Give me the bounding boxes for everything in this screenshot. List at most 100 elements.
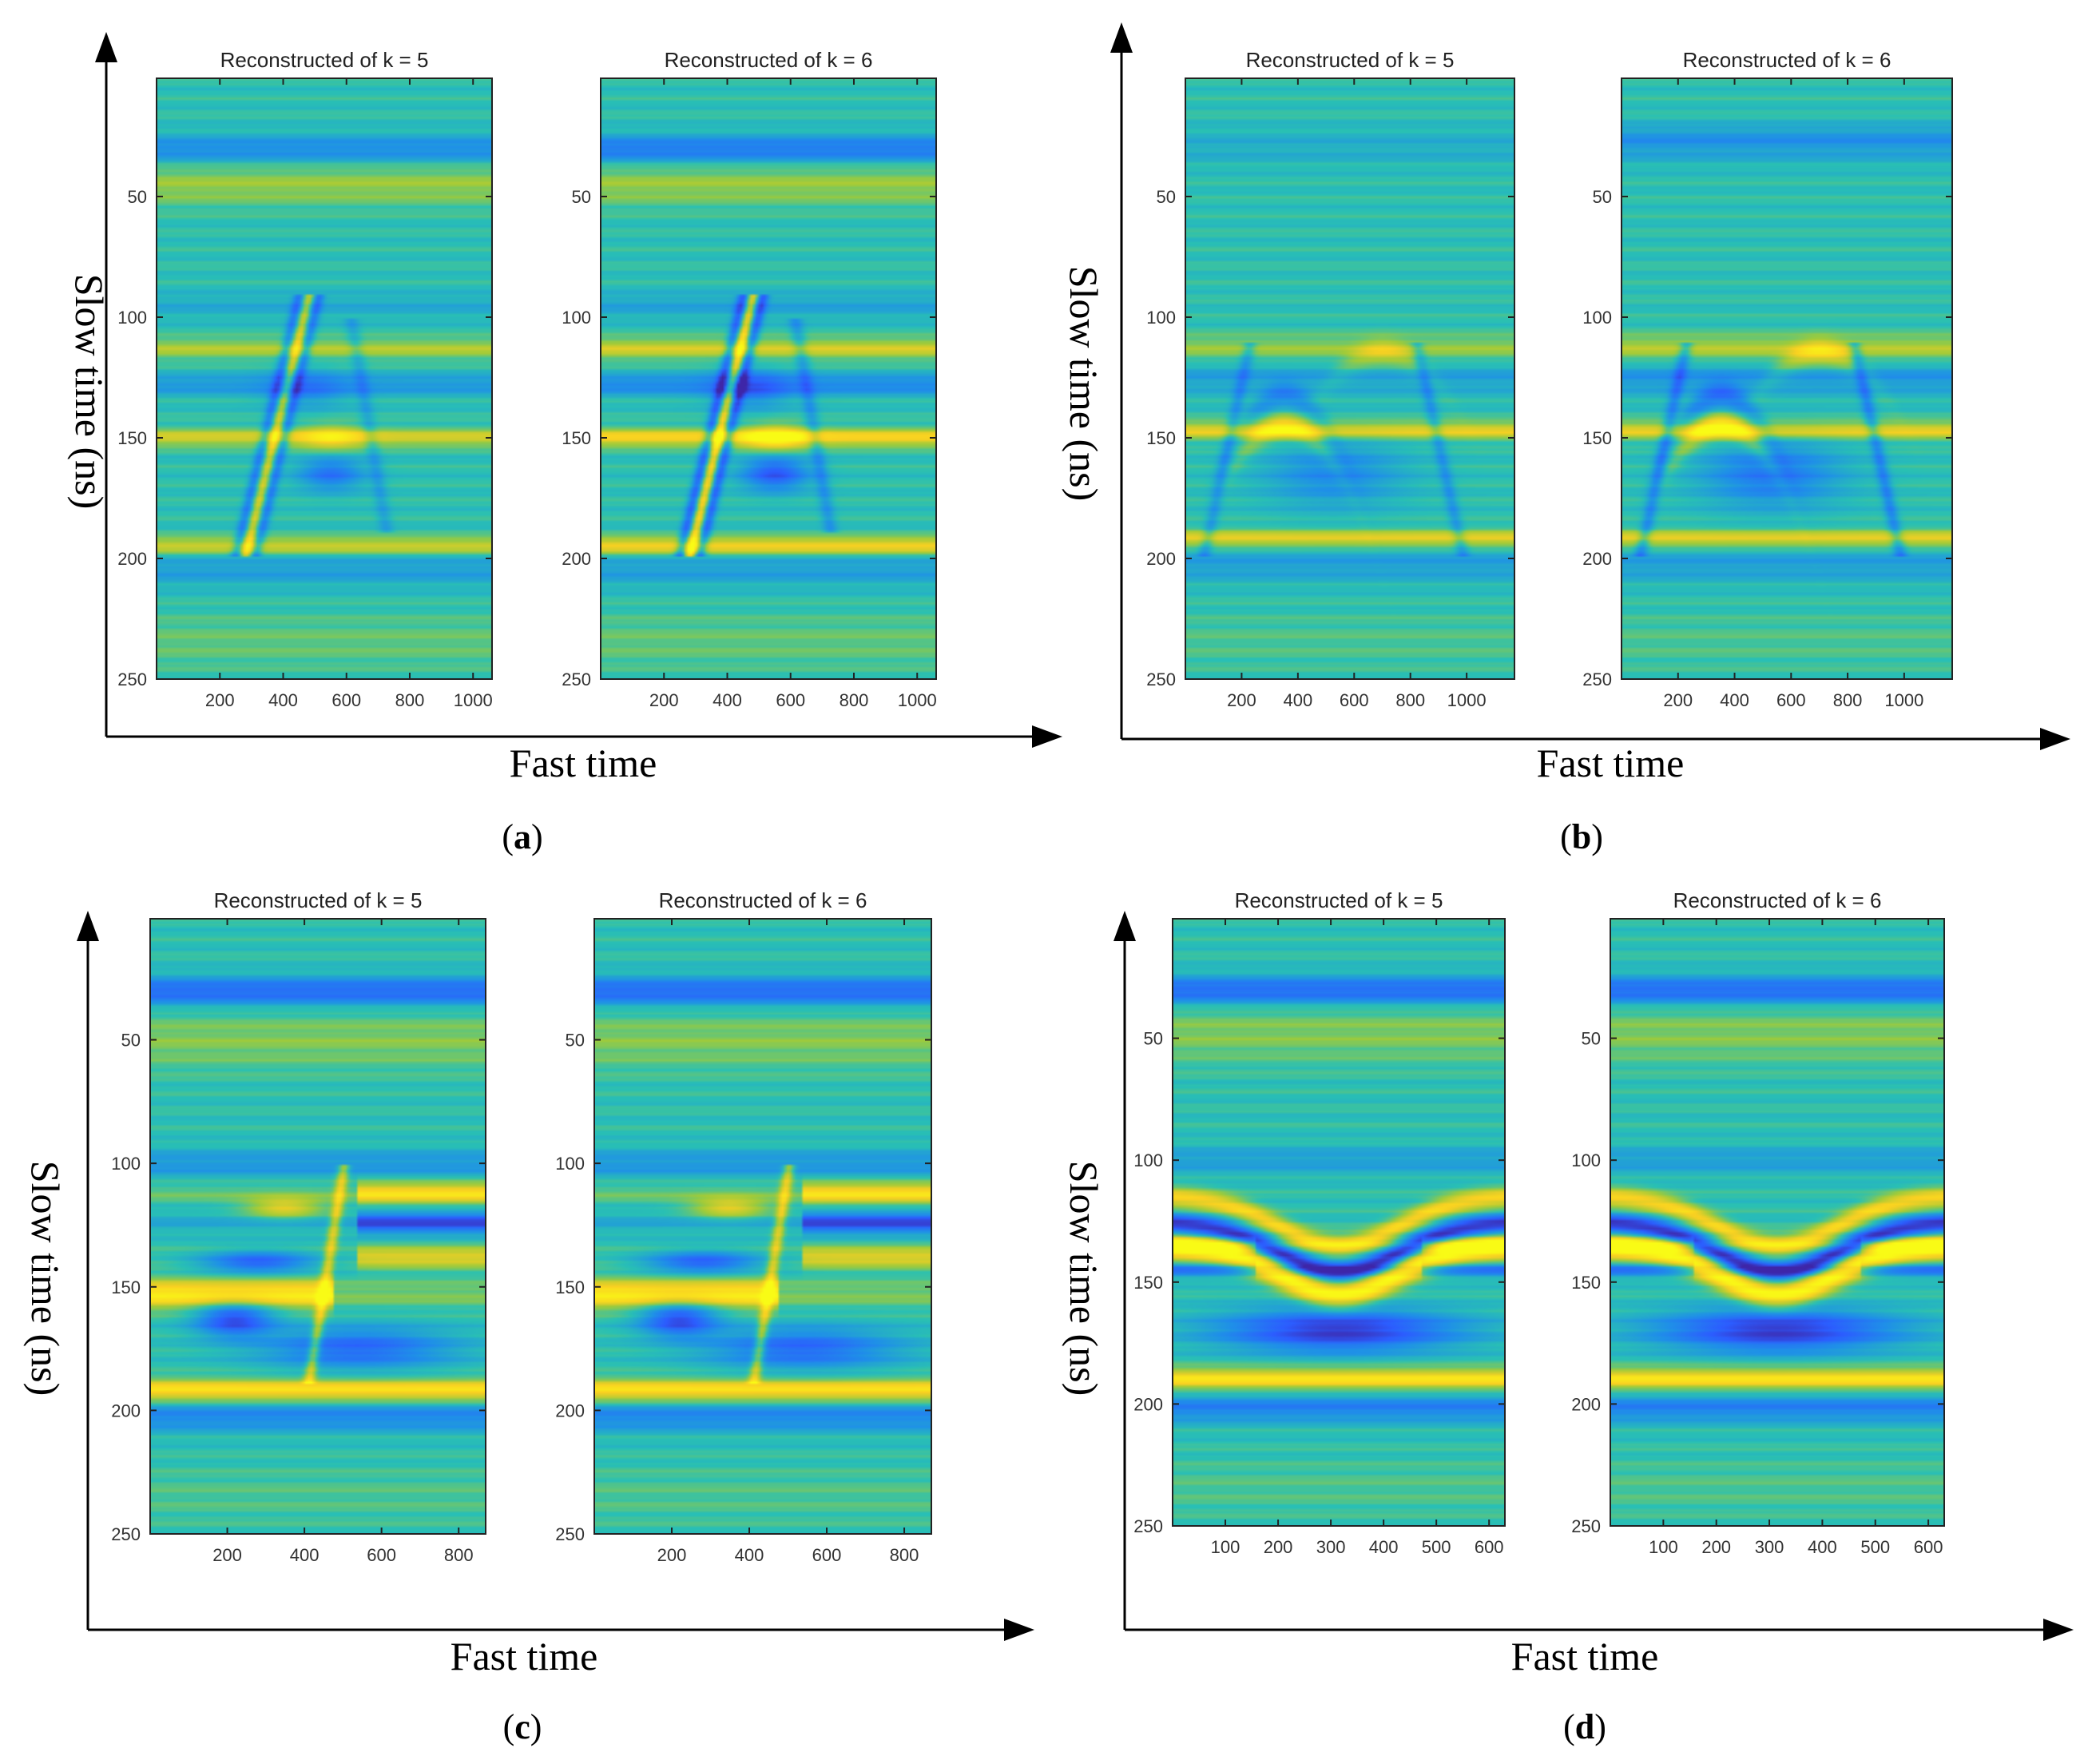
x-tick-label: 500 bbox=[1422, 1537, 1451, 1557]
x-tick-label: 200 bbox=[205, 690, 235, 710]
y-tick-label: 50 bbox=[566, 1031, 585, 1051]
x-axis-arrow-head bbox=[1004, 1619, 1034, 1641]
y-tick-label: 200 bbox=[1571, 1394, 1601, 1414]
y-axis-label: Slow time (ns) bbox=[1062, 266, 1106, 501]
subfigure-paren-close: ) bbox=[1594, 1707, 1606, 1746]
panel-title: Reconstructed of k = 5 bbox=[214, 888, 423, 912]
y-tick-label: 250 bbox=[111, 1524, 141, 1544]
y-axis-arrow-head bbox=[1110, 22, 1133, 53]
y-axis-arrow-head bbox=[77, 911, 99, 941]
subfigure-letter: c bbox=[514, 1707, 530, 1746]
y-tick-label: 50 bbox=[572, 187, 591, 207]
x-tick-label: 200 bbox=[1227, 690, 1256, 710]
subfigure-label: (b) bbox=[1560, 817, 1603, 856]
y-tick-label: 50 bbox=[1157, 187, 1176, 207]
subfigure-letter: d bbox=[1575, 1707, 1594, 1746]
x-tick-label: 800 bbox=[890, 1545, 919, 1565]
heatmap-image bbox=[1622, 78, 1952, 679]
x-tick-label: 600 bbox=[367, 1545, 396, 1565]
y-tick-label: 100 bbox=[111, 1154, 141, 1174]
y-tick-label: 200 bbox=[562, 549, 591, 569]
subfigure-paren-open: ( bbox=[1560, 817, 1572, 856]
x-tick-label: 200 bbox=[1264, 1537, 1293, 1557]
heatmap-panel-d-2: Reconstructed of k = 6 100 200 300 400 500 600… bbox=[1571, 888, 1945, 1557]
x-tick-label: 400 bbox=[1283, 690, 1312, 710]
x-tick-label: 300 bbox=[1755, 1537, 1784, 1557]
subfigure-paren-close: ) bbox=[530, 1707, 542, 1746]
subfigure-paren-open: ( bbox=[503, 1707, 515, 1746]
x-tick-label: 800 bbox=[1395, 690, 1425, 710]
y-tick-label: 250 bbox=[117, 669, 147, 689]
y-tick-label: 200 bbox=[1582, 549, 1612, 569]
heatmap-image bbox=[1173, 919, 1505, 1526]
x-axis-label: Fast time bbox=[1511, 1634, 1659, 1679]
heatmap-panel-c-1: Reconstructed of k = 5 200 400 600 800 50 100 1… bbox=[111, 888, 486, 1565]
x-tick-label: 800 bbox=[840, 690, 869, 710]
x-axis-arrow-head bbox=[2040, 728, 2070, 750]
y-tick-label: 50 bbox=[1593, 187, 1612, 207]
x-tick-label: 100 bbox=[1211, 1537, 1240, 1557]
y-tick-label: 50 bbox=[1144, 1029, 1163, 1049]
panel-title: Reconstructed of k = 6 bbox=[665, 48, 873, 72]
x-tick-label: 200 bbox=[212, 1545, 242, 1565]
x-tick-label: 400 bbox=[268, 690, 298, 710]
y-tick-label: 150 bbox=[1133, 1273, 1163, 1293]
x-axis-label: Fast time bbox=[451, 1634, 598, 1679]
x-tick-label: 400 bbox=[713, 690, 742, 710]
plot-frame bbox=[1172, 918, 1506, 1527]
subfigure-b: Reconstructed of k = 5 200 400 600 800 1000 50… bbox=[1062, 22, 2070, 856]
x-tick-label: 100 bbox=[1649, 1537, 1678, 1557]
plot-frame bbox=[600, 77, 937, 680]
y-tick-label: 100 bbox=[1582, 308, 1612, 328]
y-tick-label: 200 bbox=[1133, 1394, 1163, 1414]
heatmap-image bbox=[1610, 919, 1944, 1526]
y-tick-label: 150 bbox=[1571, 1273, 1601, 1293]
y-tick-label: 50 bbox=[128, 187, 147, 207]
y-axis-label: Slow time (ns) bbox=[23, 1161, 68, 1396]
subfigure-letter: b bbox=[1572, 817, 1591, 856]
y-tick-label: 250 bbox=[1571, 1516, 1601, 1536]
y-tick-label: 200 bbox=[117, 549, 147, 569]
x-tick-label: 1000 bbox=[1447, 690, 1487, 710]
y-tick-label: 200 bbox=[555, 1400, 585, 1420]
x-tick-label: 600 bbox=[776, 690, 805, 710]
panel-title: Reconstructed of k = 5 bbox=[220, 48, 429, 72]
panel-title: Reconstructed of k = 6 bbox=[1683, 48, 1892, 72]
subfigure-paren-open: ( bbox=[1563, 1707, 1575, 1746]
y-tick-label: 100 bbox=[1146, 308, 1176, 328]
y-tick-label: 100 bbox=[1571, 1150, 1601, 1170]
subfigure-paren-close: ) bbox=[531, 817, 543, 856]
subfigure-label: (c) bbox=[503, 1707, 542, 1746]
panel-title: Reconstructed of k = 5 bbox=[1235, 888, 1443, 912]
y-tick-label: 100 bbox=[117, 308, 147, 328]
subfigure-d: Reconstructed of k = 5 100 200 300 400 500 600… bbox=[1062, 888, 2074, 1746]
x-tick-label: 600 bbox=[1914, 1537, 1943, 1557]
heatmap-panel-b-1: Reconstructed of k = 5 200 400 600 800 1000 50… bbox=[1146, 48, 1515, 710]
x-tick-label: 600 bbox=[1776, 690, 1806, 710]
y-tick-label: 100 bbox=[562, 308, 591, 328]
heatmap-panel-b-2: Reconstructed of k = 6 200 400 600 800 1000 50… bbox=[1582, 48, 1953, 710]
y-tick-label: 150 bbox=[117, 428, 147, 448]
panel-title: Reconstructed of k = 5 bbox=[1246, 48, 1455, 72]
y-tick-label: 250 bbox=[1582, 669, 1612, 689]
x-tick-label: 1000 bbox=[454, 690, 493, 710]
subfigure-label: (a) bbox=[502, 817, 542, 856]
heatmap-panel-a-2: Reconstructed of k = 6 200 400 600 800 1000 50… bbox=[562, 48, 937, 710]
x-axis-label: Fast time bbox=[1537, 741, 1685, 785]
x-tick-label: 400 bbox=[735, 1545, 764, 1565]
subfigure-letter: a bbox=[514, 817, 531, 856]
y-axis-arrow-head bbox=[95, 32, 117, 62]
heatmap-image bbox=[594, 919, 931, 1534]
heatmap-image bbox=[601, 78, 936, 679]
y-tick-label: 150 bbox=[1582, 428, 1612, 448]
heatmap-panel-c-2: Reconstructed of k = 6 200 400 600 800 50 100 1… bbox=[555, 888, 932, 1565]
x-tick-label: 200 bbox=[657, 1545, 687, 1565]
x-axis-arrow-head bbox=[2043, 1619, 2074, 1641]
x-tick-label: 400 bbox=[1369, 1537, 1399, 1557]
y-tick-label: 100 bbox=[1133, 1150, 1163, 1170]
x-tick-label: 200 bbox=[1663, 690, 1693, 710]
x-tick-label: 400 bbox=[1720, 690, 1749, 710]
subfigure-paren-open: ( bbox=[502, 817, 514, 856]
subfigure-paren-close: ) bbox=[1591, 817, 1603, 856]
y-tick-label: 250 bbox=[1133, 1516, 1163, 1536]
